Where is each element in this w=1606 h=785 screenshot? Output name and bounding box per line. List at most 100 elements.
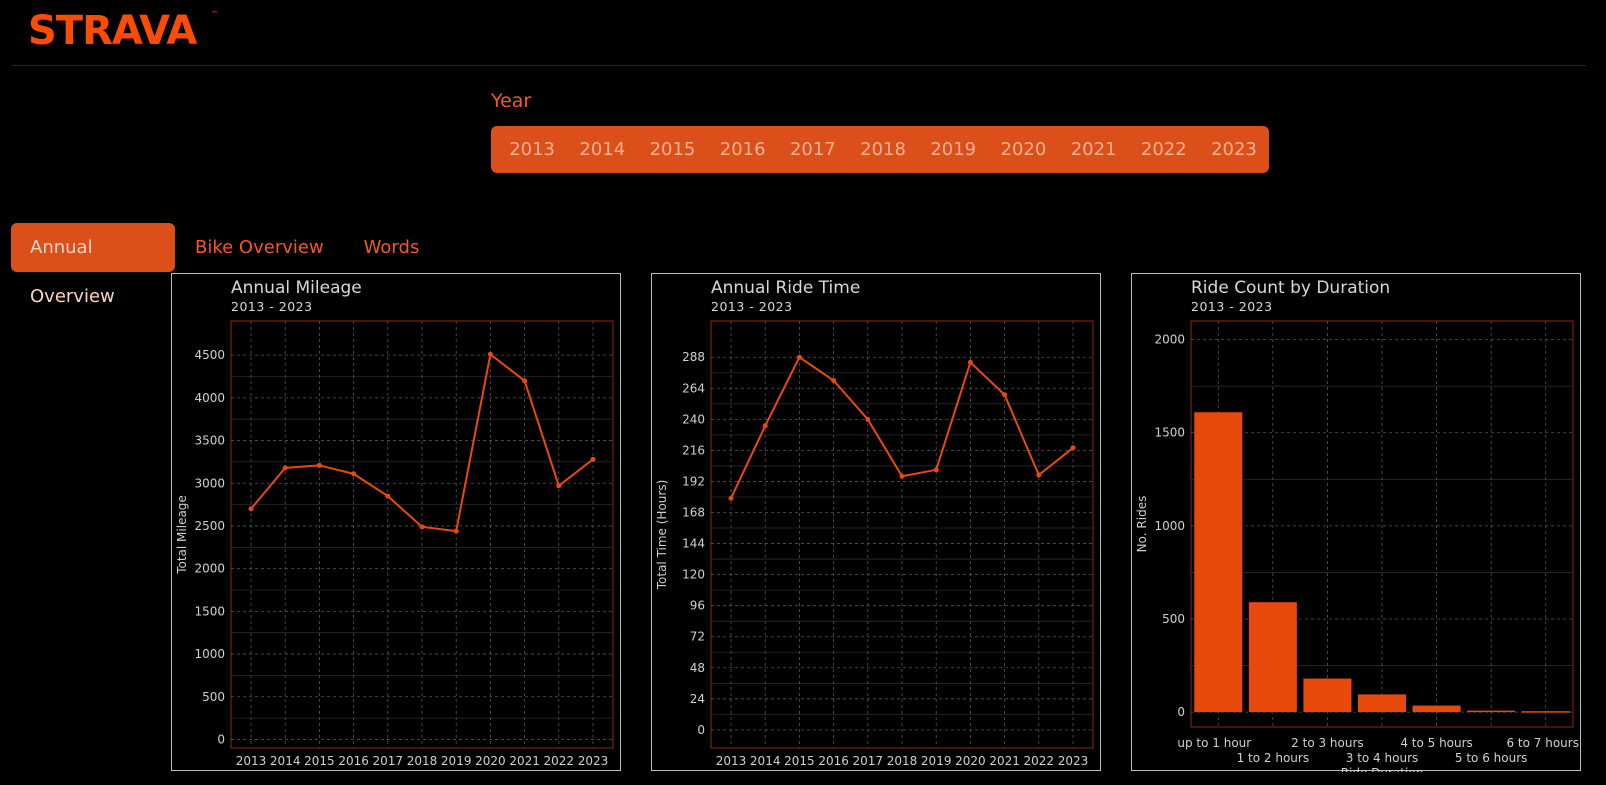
year-option-2015[interactable]: 2015 [649,139,696,160]
y-tick-label: 120 [682,568,705,582]
annual-ride-time-chart: 0 24 48 72 96 120 144 168 192 216 240 264 288 Total T… [651,273,1101,771]
strava-logo[interactable]: STRAVA ™ [28,6,218,48]
data-point [899,473,905,479]
y-tick-label: 0 [1177,705,1185,719]
data-point [933,467,939,473]
year-option-2022[interactable]: 2022 [1140,139,1187,160]
y-tick-label: 500 [202,690,225,704]
y-tick-label: 500 [1162,612,1185,626]
x-tick-label: up to 1 hour [1177,736,1251,750]
bar [1521,711,1570,713]
x-axis-label: Ride Duration [1341,766,1424,772]
x-tick-label: 2018 [887,754,918,768]
y-tick-label: 168 [682,506,705,520]
tab-bike-overview[interactable]: Bike Overview [195,237,324,258]
data-point [865,416,871,422]
y-axis-label: Total Time (Hours) [655,480,669,591]
bar [1248,602,1297,713]
x-tick-label: 2015 [304,754,335,768]
year-option-2017[interactable]: 2017 [789,139,836,160]
annual-mileage-plot: 0 500 1000 1500 2000 2500 3000 3500 4000 4500 Tota… [175,320,614,768]
year-filter-label: Year [491,90,532,112]
data-point [1070,445,1076,451]
y-tick-label: 4000 [194,391,225,405]
logo-text: STRAVA [28,8,197,48]
x-tick-label: 5 to 6 hours [1455,751,1528,765]
chart-title: Ride Count by Duration [1191,278,1391,298]
data-point [419,524,425,530]
x-tick-label: 2022 [544,754,575,768]
y-tick-label: 192 [682,474,705,488]
x-tick-label: 2013 [716,754,747,768]
x-tick-label: 2022 [1024,754,1055,768]
data-point [831,378,837,384]
x-tick-label: 3 to 4 hours [1346,751,1419,765]
x-tick-label: 2023 [578,754,609,768]
x-tick-label: 2019 [441,754,472,768]
y-tick-label: 0 [217,732,225,746]
x-tick-label: 2016 [338,754,369,768]
y-tick-label: 240 [682,412,705,426]
y-tick-label: 2500 [194,519,225,533]
chart-title: Annual Mileage [231,278,362,298]
bar [1303,678,1352,713]
y-tick-label: 0 [697,723,705,737]
tab-annual-overview[interactable]: Annual Overview [11,223,175,307]
x-tick-label: 2014 [270,754,301,768]
year-selector: 2013 2014 2015 2016 2017 2018 2019 2020 2021 2022… [491,126,1269,173]
x-tick-label: 2019 [921,754,952,768]
year-option-2013[interactable]: 2013 [509,139,555,160]
x-tick-label: 6 to 7 hours [1506,736,1579,750]
y-tick-label: 1500 [1154,426,1185,440]
y-tick-label: 2000 [194,562,225,576]
data-point [728,495,734,501]
y-tick-label: 24 [690,692,705,706]
bar [1467,710,1516,713]
y-tick-label: 96 [690,599,705,613]
x-tick-label: 2014 [750,754,781,768]
data-point [453,528,459,534]
x-tick-label: 2017 [853,754,884,768]
y-tick-label: 1500 [194,604,225,618]
y-tick-label: 144 [682,537,705,551]
year-option-2018[interactable]: 2018 [860,139,906,160]
year-option-2019[interactable]: 2019 [930,139,977,160]
data-point [351,471,357,477]
y-tick-label: 288 [682,350,705,364]
x-tick-label: 2 to 3 hours [1291,736,1364,750]
x-tick-label: 2016 [818,754,849,768]
y-tick-label: 216 [682,443,705,457]
data-point [487,351,493,357]
x-tick-label: 2013 [236,754,267,768]
year-option-2020[interactable]: 2020 [1000,139,1047,160]
data-point [590,456,596,462]
x-tick-label: 2018 [407,754,438,768]
data-point [967,359,973,365]
x-tick-label: 2017 [373,754,404,768]
data-point [316,462,322,468]
year-option-2016[interactable]: 2016 [719,139,766,160]
y-tick-label: 1000 [1154,519,1185,533]
data-point [248,506,254,512]
data-point [1002,392,1008,398]
year-option-2023[interactable]: 2023 [1211,139,1257,160]
bar [1412,705,1461,713]
x-tick-label: 2023 [1058,754,1089,768]
annual-ride-time-plot: 0 24 48 72 96 120 144 168 192 216 240 264 288 Total T… [655,320,1094,768]
tab-words[interactable]: Words [363,237,420,258]
x-tick-label: 2021 [509,754,540,768]
trademark-mark: ™ [211,10,218,18]
bar [1357,694,1407,713]
y-axis-label: No. Rides [1135,496,1149,553]
y-tick-label: 2000 [1154,333,1185,347]
year-option-2021[interactable]: 2021 [1070,139,1117,160]
year-option-2014[interactable]: 2014 [579,139,626,160]
data-point [762,423,768,429]
tab-bar: Annual Overview Bike Overview Words [11,223,439,307]
x-tick-label: 2020 [955,754,986,768]
x-tick-label: 2021 [989,754,1020,768]
data-point [556,483,562,489]
header-divider [11,65,1586,66]
data-point [385,493,391,499]
